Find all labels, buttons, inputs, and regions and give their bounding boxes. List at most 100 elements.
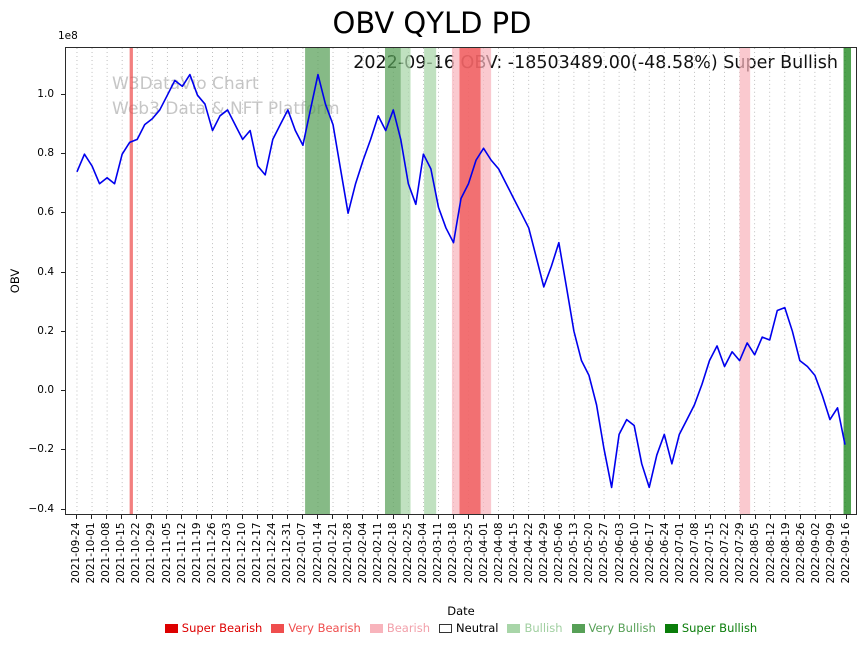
y-tick-mark xyxy=(61,271,65,273)
x-tick-mark xyxy=(468,515,470,519)
legend-item: Super Bullish xyxy=(664,621,758,635)
x-tick-mark xyxy=(603,515,605,519)
x-tick-mark xyxy=(362,515,364,519)
x-tick-mark xyxy=(498,515,500,519)
x-tick-mark xyxy=(739,515,741,519)
y-axis-offset-label: 1e8 xyxy=(58,30,78,42)
signal-band-bullish xyxy=(424,48,437,514)
x-tick-mark xyxy=(815,515,817,519)
legend-label: Bearish xyxy=(386,621,431,635)
x-tick-mark xyxy=(422,515,424,519)
legend-label: Very Bullish xyxy=(588,621,656,635)
y-tick-mark xyxy=(61,330,65,332)
watermark: W3DataVio Chart Web3 Data & NFT Platform xyxy=(112,72,340,121)
x-tick-label: 2022-09-02 xyxy=(809,522,822,584)
x-tick-mark xyxy=(437,515,439,519)
x-tick-mark xyxy=(120,515,122,519)
x-tick-mark xyxy=(452,515,454,519)
x-tick-mark xyxy=(256,515,258,519)
x-tick-mark xyxy=(800,515,802,519)
x-tick-label: 2022-05-20 xyxy=(583,522,596,584)
x-tick-label: 2022-04-29 xyxy=(538,522,551,584)
x-tick-mark xyxy=(709,515,711,519)
x-tick-label: 2021-10-22 xyxy=(130,522,143,584)
x-tick-mark xyxy=(317,515,319,519)
x-axis-label: Date xyxy=(447,604,475,618)
x-tick-mark xyxy=(483,515,485,519)
x-tick-label: 2021-12-31 xyxy=(281,522,294,584)
x-tick-label: 2021-12-10 xyxy=(236,522,249,584)
legend-item: Super Bearish xyxy=(164,621,263,635)
x-tick-mark xyxy=(226,515,228,519)
y-tick-label: 0.8 xyxy=(37,147,54,160)
x-tick-label: 2022-05-27 xyxy=(598,522,611,584)
x-tick-label: 2022-06-03 xyxy=(613,522,626,584)
x-tick-label: 2021-11-12 xyxy=(175,522,188,584)
x-tick-mark xyxy=(105,515,107,519)
x-tick-label: 2022-07-01 xyxy=(673,522,686,584)
x-tick-label: 2022-02-25 xyxy=(402,522,415,584)
x-tick-label: 2022-07-08 xyxy=(689,522,702,584)
y-tick-mark xyxy=(61,508,65,510)
y-tick-mark xyxy=(61,93,65,95)
legend-swatch-icon xyxy=(164,623,178,633)
x-tick-mark xyxy=(619,515,621,519)
x-tick-label: 2022-08-05 xyxy=(749,522,762,584)
x-tick-mark xyxy=(347,515,349,519)
x-tick-mark xyxy=(90,515,92,519)
x-tick-label: 2022-07-15 xyxy=(704,522,717,584)
x-tick-mark xyxy=(845,515,847,519)
signal-band-very_bearish xyxy=(129,48,133,514)
x-tick-label: 2022-05-06 xyxy=(553,522,566,584)
plot-area xyxy=(65,47,857,515)
x-tick-label: 2021-12-24 xyxy=(266,522,279,584)
x-tick-mark xyxy=(830,515,832,519)
x-tick-label: 2022-06-10 xyxy=(628,522,641,584)
x-tick-label: 2022-09-16 xyxy=(840,522,852,584)
y-tick-mark xyxy=(61,212,65,214)
x-tick-mark xyxy=(573,515,575,519)
x-tick-label: 2021-11-26 xyxy=(205,522,218,584)
legend-item: Bearish xyxy=(369,621,431,635)
x-tick-mark xyxy=(286,515,288,519)
x-tick-label: 2022-04-01 xyxy=(477,522,490,584)
x-tick-label: 2022-01-14 xyxy=(311,522,324,584)
x-tick-label: 2022-06-17 xyxy=(643,522,656,584)
legend-item: Bullish xyxy=(507,621,563,635)
signal-band-very_bearish xyxy=(459,48,481,514)
x-tick-mark xyxy=(513,515,515,519)
legend-label: Super Bearish xyxy=(181,621,263,635)
signal-band-bearish xyxy=(739,48,751,514)
signal-band-very_bullish xyxy=(305,48,330,514)
x-tick-mark xyxy=(634,515,636,519)
y-tick-mark xyxy=(61,449,65,451)
x-tick-label: 2021-10-08 xyxy=(100,522,113,584)
signal-band-bullish xyxy=(400,48,411,514)
x-tick-mark xyxy=(724,515,726,519)
x-tick-label: 2022-04-08 xyxy=(492,522,505,584)
legend-label: Very Bearish xyxy=(288,621,361,635)
x-tick-label: 2022-01-07 xyxy=(296,522,309,584)
legend-label: Bullish xyxy=(524,621,563,635)
y-tick-label: 0.6 xyxy=(37,206,54,219)
x-tick-mark xyxy=(301,515,303,519)
x-tick-label: 2022-03-11 xyxy=(432,522,445,584)
x-tick-mark xyxy=(558,515,560,519)
legend-swatch-icon xyxy=(507,623,521,633)
x-tick-mark xyxy=(332,515,334,519)
legend-item: Very Bearish xyxy=(271,621,361,635)
obv-line-series xyxy=(76,73,846,489)
x-tick-label: 2022-02-11 xyxy=(371,522,384,584)
x-tick-label: 2022-06-24 xyxy=(658,522,671,584)
legend: Super Bearish Very Bearish Bearish Neutral B… xyxy=(65,621,857,635)
x-tick-mark xyxy=(543,515,545,519)
x-tick-mark xyxy=(588,515,590,519)
x-tick-label: 2021-10-29 xyxy=(145,522,158,584)
x-tick-label: 2022-07-29 xyxy=(734,522,747,584)
x-tick-mark xyxy=(75,515,77,519)
x-tick-mark xyxy=(770,515,771,519)
chart-title: OBV QYLD PD xyxy=(332,6,532,40)
x-tick-label: 2021-10-15 xyxy=(115,522,128,584)
y-tick-label: 0.0 xyxy=(37,384,54,397)
legend-label: Super Bullish xyxy=(681,621,758,635)
